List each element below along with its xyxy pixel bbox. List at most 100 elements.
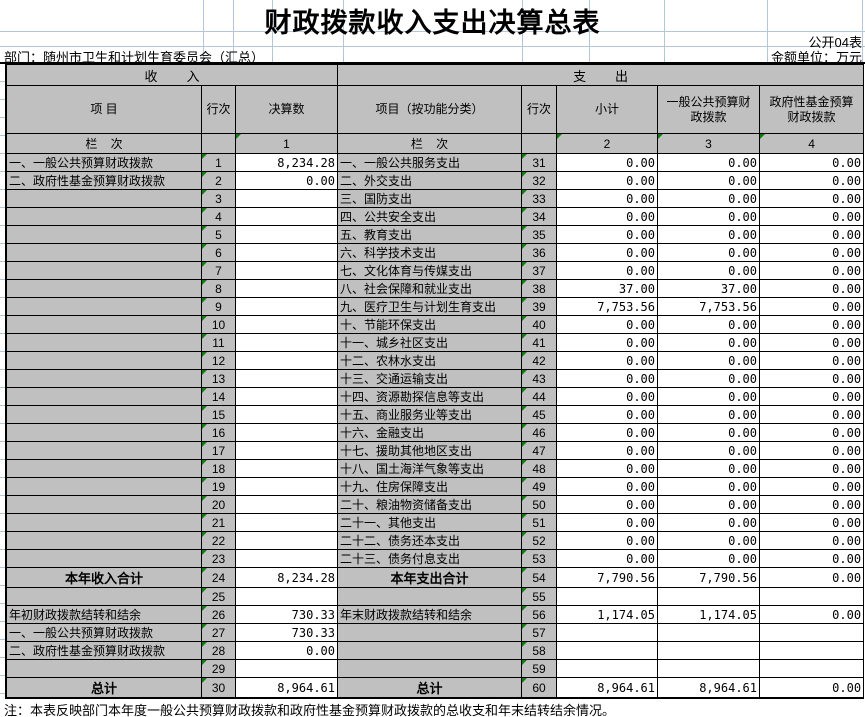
income-item-cell[interactable] [6,531,202,550]
expenditure-general-cell[interactable]: 0.00 [657,189,760,208]
expenditure-subtotal-cell[interactable] [556,587,658,606]
expenditure-govfund-cell[interactable]: 0.00 [758,315,865,334]
income-item-cell[interactable] [6,351,202,370]
expenditure-subtotal-cell[interactable]: 0.00 [556,207,658,226]
expenditure-govfund-cell[interactable]: 0.00 [758,441,865,460]
income-row-number[interactable]: 4 [201,207,236,226]
expenditure-item-cell[interactable]: 二十二、债务还本支出 [337,531,522,550]
expenditure-govfund-cell[interactable]: 0.00 [758,243,865,262]
expenditure-row-number[interactable]: 31 [521,153,557,172]
income-row-number[interactable]: 22 [201,531,236,550]
income-amount-cell[interactable]: 8,964.61 [235,677,338,698]
expenditure-item-cell[interactable]: 十九、住房保障支出 [337,477,522,496]
income-item-cell[interactable] [6,243,202,262]
expenditure-item-cell[interactable]: 九、医疗卫生与计划生育支出 [337,297,522,316]
expenditure-govfund-header[interactable]: 政府性基金预算 财政拨款 [758,85,865,134]
income-row-number[interactable]: 13 [201,369,236,388]
expenditure-govfund-cell[interactable]: 0.00 [758,297,865,316]
expenditure-govfund-cell[interactable]: 0.00 [758,423,865,442]
expenditure-govfund-cell[interactable]: 0.00 [758,225,865,244]
income-row-number[interactable]: 3 [201,189,236,208]
income-row-number[interactable]: 8 [201,279,236,298]
income-item-cell[interactable] [6,333,202,352]
expenditure-govfund-cell[interactable] [758,641,865,660]
expenditure-row-number[interactable]: 34 [521,207,557,226]
income-amount-cell[interactable] [235,243,338,262]
expenditure-general-cell[interactable]: 0.00 [657,351,760,370]
expenditure-row-number[interactable]: 49 [521,477,557,496]
expenditure-item-cell[interactable]: 总计 [337,677,522,698]
income-row-number[interactable]: 24 [201,567,236,588]
income-column-number-1[interactable]: 1 [235,133,338,154]
income-amount-cell[interactable] [235,369,338,388]
expenditure-general-cell[interactable]: 0.00 [657,243,760,262]
expenditure-row-number[interactable]: 60 [521,677,557,698]
expenditure-govfund-cell[interactable]: 0.00 [758,567,865,588]
income-item-cell[interactable] [6,315,202,334]
income-row-number[interactable]: 28 [201,641,236,660]
expenditure-item-cell[interactable]: 六、科学技术支出 [337,243,522,262]
expenditure-general-cell[interactable]: 0.00 [657,387,760,406]
income-row-number[interactable]: 30 [201,677,236,698]
income-item-header[interactable]: 项 目 [6,85,202,134]
income-row-number[interactable]: 29 [201,659,236,678]
expenditure-govfund-cell[interactable]: 0.00 [758,495,865,514]
income-row-number[interactable]: 18 [201,459,236,478]
expenditure-row-number[interactable]: 33 [521,189,557,208]
expenditure-subtotal-cell[interactable]: 0.00 [556,243,658,262]
expenditure-row-number[interactable]: 44 [521,387,557,406]
income-item-cell[interactable] [6,659,202,678]
expenditure-general-cell[interactable]: 8,964.61 [657,677,760,698]
expenditure-govfund-cell[interactable]: 0.00 [758,387,865,406]
income-amount-cell[interactable] [235,279,338,298]
income-amount-cell[interactable]: 0.00 [235,641,338,660]
income-row-number[interactable]: 10 [201,315,236,334]
expenditure-general-cell[interactable]: 0.00 [657,531,760,550]
income-row-number[interactable]: 20 [201,495,236,514]
expenditure-subtotal-cell[interactable]: 7,753.56 [556,297,658,316]
expenditure-general-cell[interactable]: 1,174.05 [657,605,760,624]
income-amount-cell[interactable] [235,315,338,334]
expenditure-rowno-header[interactable]: 行次 [521,85,557,134]
expenditure-general-cell[interactable]: 0.00 [657,225,760,244]
expenditure-row-number[interactable]: 47 [521,441,557,460]
income-amount-cell[interactable] [235,261,338,280]
income-row-number[interactable]: 5 [201,225,236,244]
expenditure-govfund-cell[interactable]: 0.00 [758,333,865,352]
expenditure-general-cell[interactable]: 0.00 [657,333,760,352]
expenditure-subtotal-cell[interactable]: 0.00 [556,387,658,406]
expenditure-subtotal-cell[interactable]: 0.00 [556,423,658,442]
expenditure-row-number[interactable]: 48 [521,459,557,478]
expenditure-item-cell[interactable]: 年末财政拨款结转和结余 [337,605,522,624]
expenditure-govfund-cell[interactable]: 0.00 [758,261,865,280]
expenditure-govfund-cell[interactable]: 0.00 [758,189,865,208]
expenditure-row-number[interactable]: 32 [521,171,557,190]
income-item-cell[interactable]: 本年收入合计 [6,567,202,588]
expenditure-subtotal-cell[interactable]: 0.00 [556,459,658,478]
expenditure-row-number[interactable]: 36 [521,243,557,262]
expenditure-subtotal-cell[interactable]: 0.00 [556,369,658,388]
income-item-cell[interactable] [6,513,202,532]
expenditure-general-cell[interactable]: 0.00 [657,441,760,460]
expenditure-subtotal-cell[interactable] [556,659,658,678]
income-lanci-blank[interactable] [201,133,236,154]
expenditure-item-cell[interactable]: 十二、农林水支出 [337,351,522,370]
expenditure-general-cell[interactable] [657,641,760,660]
income-amount-cell[interactable] [235,587,338,606]
expenditure-general-cell[interactable]: 0.00 [657,153,760,172]
expenditure-subtotal-cell[interactable]: 0.00 [556,261,658,280]
income-item-cell[interactable] [6,441,202,460]
expenditure-item-cell[interactable] [337,623,522,642]
expenditure-row-number[interactable]: 35 [521,225,557,244]
income-amount-cell[interactable]: 730.33 [235,623,338,642]
income-amount-cell[interactable] [235,495,338,514]
expenditure-govfund-cell[interactable] [758,623,865,642]
income-amount-header[interactable]: 决算数 [235,85,338,134]
income-lanci-label[interactable]: 栏 次 [6,133,202,154]
expenditure-govfund-cell[interactable]: 0.00 [758,477,865,496]
income-amount-cell[interactable] [235,225,338,244]
expenditure-subtotal-cell[interactable]: 0.00 [556,315,658,334]
expenditure-row-number[interactable]: 41 [521,333,557,352]
expenditure-item-cell[interactable] [337,641,522,660]
expenditure-general-cell[interactable]: 0.00 [657,369,760,388]
